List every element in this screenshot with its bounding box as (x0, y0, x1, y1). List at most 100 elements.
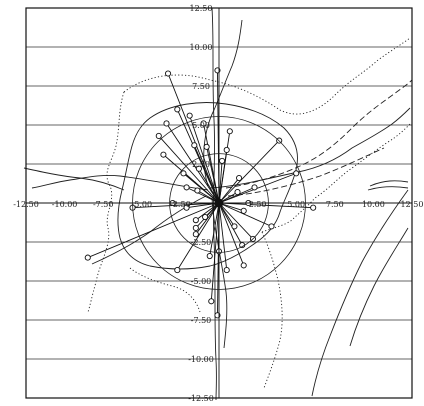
x-tick-label: -2.50 (170, 200, 191, 209)
data-ray (193, 145, 220, 204)
road-dashed-2 (227, 147, 385, 197)
river-southeast-2 (349, 227, 409, 347)
data-ray (218, 202, 228, 271)
y-tick-label: -12.50 (188, 394, 214, 401)
data-ray (158, 135, 220, 204)
road-south (211, 197, 228, 349)
x-tick-label: 12.50 (401, 200, 424, 209)
data-ray (167, 73, 220, 204)
outer-boundary-dotted-south (129, 231, 283, 389)
y-tick-label: -10.00 (188, 355, 214, 364)
x-tick-label: 10.00 (362, 200, 385, 209)
outer-boundary-dotted (87, 37, 411, 313)
data-point (310, 204, 317, 211)
data-points (84, 67, 317, 319)
data-ray (218, 160, 223, 204)
data-ray (218, 202, 272, 227)
y-tick-label: -2.50 (191, 238, 212, 247)
data-ray (195, 202, 220, 221)
x-tick-label: -7.50 (93, 200, 114, 209)
data-ray (218, 202, 254, 240)
data-ray (132, 202, 220, 209)
data-ray (218, 202, 243, 246)
y-tick-label: -5.00 (191, 277, 212, 286)
data-ray (218, 202, 245, 266)
y-tick-label: 5.00 (192, 121, 210, 130)
road-northwest (203, 19, 243, 187)
tick-labels: -12.50 -10.00 -7.50 -5.00 -2.50 2.50 5.00 7.50 1… (13, 4, 424, 403)
data-point (268, 223, 275, 230)
data-point (234, 189, 241, 196)
data-point (155, 132, 162, 139)
data-ray (198, 168, 220, 204)
data-point (251, 184, 258, 191)
data-ray (218, 202, 314, 209)
data-ray (189, 115, 220, 204)
data-point (183, 204, 190, 211)
x-tick-label: -10.00 (52, 200, 78, 209)
data-ray (218, 177, 240, 204)
data-point (202, 213, 209, 221)
range-circle (132, 116, 306, 290)
data-ray (218, 149, 228, 204)
lake-shore (367, 180, 409, 191)
x-tick-label: 5.00 (287, 200, 305, 209)
data-point (195, 165, 202, 172)
data-ray (186, 202, 220, 209)
data-point (84, 254, 91, 261)
axes (25, 7, 413, 399)
coast-west (23, 167, 125, 191)
data-ray (166, 123, 220, 204)
river-dashed (225, 79, 413, 189)
data-point (208, 298, 215, 305)
data-point (200, 120, 207, 127)
data-point (236, 174, 243, 182)
data-point (164, 70, 172, 77)
data-point (219, 157, 226, 164)
data-point (192, 217, 199, 224)
data-point (223, 146, 230, 154)
data-point (203, 143, 210, 150)
terrain-lines (23, 7, 413, 401)
y-tick-label: -7.50 (191, 316, 212, 325)
data-ray (218, 140, 280, 204)
range-circle (169, 153, 269, 253)
data-ray (206, 146, 220, 204)
data-point (194, 187, 201, 194)
road-west (31, 175, 209, 191)
data-ray (218, 172, 297, 204)
data-point (226, 128, 233, 135)
district-boundary (117, 102, 298, 270)
data-ray (183, 173, 220, 204)
y-tick-label: 7.50 (192, 82, 210, 91)
data-point (192, 224, 199, 232)
data-ray (186, 186, 220, 204)
x-tick-label: -5.00 (132, 200, 153, 209)
data-point (293, 170, 300, 177)
data-point (174, 267, 181, 274)
data-point (206, 252, 213, 260)
y-tick-label: 10.00 (190, 43, 213, 52)
data-point (163, 120, 170, 127)
y-tick-label: 12.50 (190, 4, 213, 13)
road-east (209, 107, 411, 189)
data-point (186, 112, 193, 119)
data-point (183, 184, 190, 191)
data-point (240, 262, 247, 269)
data-point (192, 231, 199, 238)
data-point (231, 223, 238, 230)
data-rays (87, 70, 314, 316)
data-ray (209, 202, 220, 257)
data-ray (176, 202, 220, 271)
data-point (174, 106, 181, 113)
data-point (223, 267, 230, 274)
x-tick-label: 7.50 (326, 200, 344, 209)
outer-boundary-dotted-east (261, 123, 411, 233)
data-point (240, 207, 247, 214)
river-southeast (311, 189, 409, 397)
data-point (191, 142, 198, 149)
x-tick-label: 2.50 (249, 200, 267, 209)
data-point (180, 170, 187, 177)
